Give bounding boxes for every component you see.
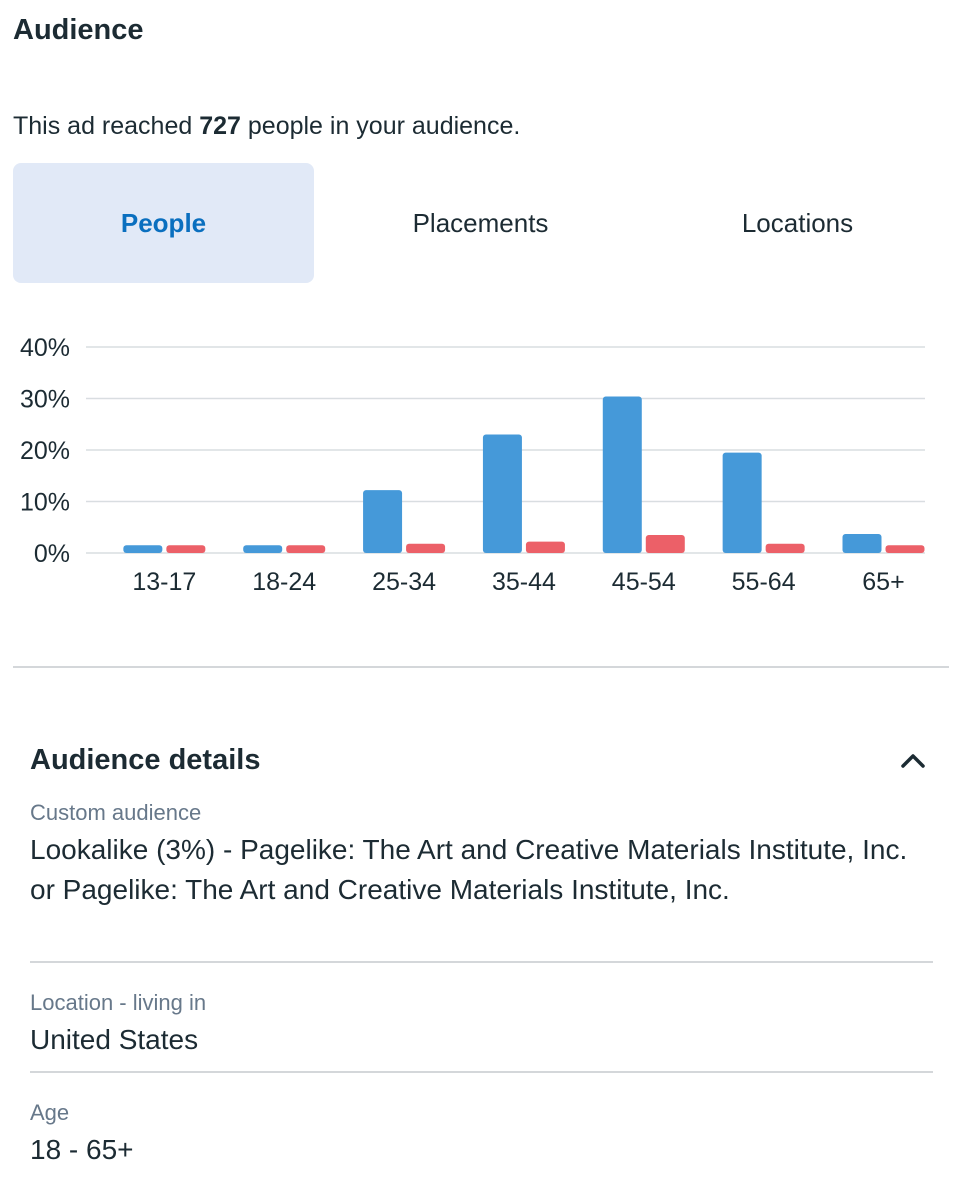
tab-locations[interactable]: Locations	[741, 207, 854, 238]
age-distribution-chart: 0% 10% 20% 30% 40% 13-17 18-24 25-34 35-44 45-54 5…	[0, 318, 976, 608]
bar-65+-series-2	[885, 545, 925, 553]
bar-55-64-series-1	[722, 452, 762, 553]
bar-45-54-series-2	[645, 534, 685, 553]
bar-45-54-series-1	[602, 396, 642, 553]
reach-suffix: people in your audience.	[240, 112, 521, 140]
y-tick-label: 0%	[34, 540, 70, 568]
x-tick-label: 25-34	[372, 568, 436, 596]
y-tick-label: 40%	[20, 334, 70, 362]
x-tick-label: 65+	[862, 568, 904, 596]
tab-placements[interactable]: Placements	[412, 207, 549, 238]
bar-18-24-series-1	[243, 545, 283, 553]
bar-55-64-series-2	[765, 543, 805, 553]
bar-35-44-series-1	[482, 434, 522, 553]
x-tick-label: 13-17	[132, 568, 196, 596]
age-label: Age	[30, 1100, 70, 1125]
field-divider	[30, 961, 933, 963]
reach-prefix: This ad reached	[13, 112, 200, 140]
audience-tabs: People Placements Locations	[13, 163, 963, 283]
x-tick-label: 45-54	[612, 568, 676, 596]
y-tick-label: 30%	[20, 386, 70, 414]
bar-13-17-series-1	[123, 545, 163, 553]
bar-13-17-series-2	[166, 545, 206, 553]
bar-65+-series-1	[842, 533, 882, 553]
bar-25-34-series-1	[363, 490, 403, 553]
reach-count: 727	[199, 112, 241, 140]
tab-people[interactable]: People	[13, 163, 314, 283]
location-label: Location - living in	[30, 990, 207, 1015]
section-title: Audience	[13, 14, 144, 46]
bar-25-34-series-2	[406, 543, 446, 553]
bar-18-24-series-2	[286, 545, 326, 553]
section-divider	[13, 666, 949, 668]
y-tick-label: 20%	[20, 437, 70, 465]
y-tick-label: 10%	[20, 489, 70, 517]
custom-audience-label: Custom audience	[30, 800, 202, 825]
x-tick-label: 55-64	[732, 568, 796, 596]
chart-svg: 0% 10% 20% 30% 40% 13-17 18-24 25-34 35-44 45-54 5…	[20, 334, 925, 596]
x-tick-label: 35-44	[492, 568, 556, 596]
bar-35-44-series-2	[525, 541, 565, 553]
custom-audience-value: Lookalike (3%) - Pagelike: The Art and C…	[30, 834, 908, 905]
age-value: 18 - 65+	[30, 1134, 134, 1165]
x-tick-label: 18-24	[252, 568, 316, 596]
reach-summary: This ad reached 727 people in your audie…	[13, 112, 520, 141]
chevron-up-icon[interactable]	[898, 748, 928, 772]
details-title: Audience details	[30, 744, 261, 776]
field-divider	[30, 1071, 933, 1073]
location-value: United States	[30, 1024, 199, 1055]
